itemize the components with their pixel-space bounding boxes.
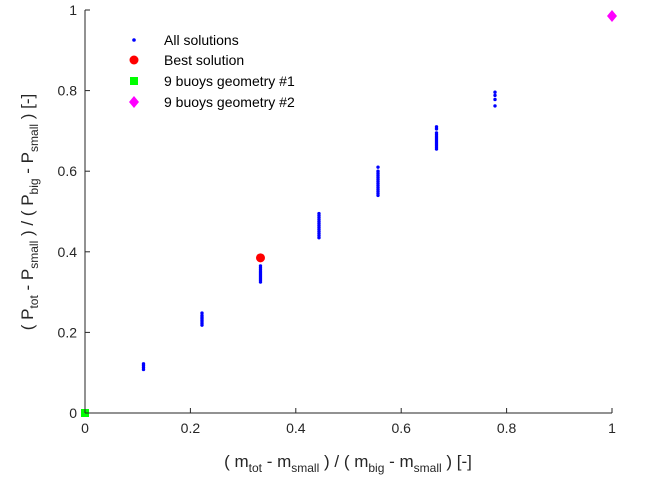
data-point-best-solution — [255, 253, 265, 263]
legend: All solutions Best solution 9 buoys geom… — [129, 32, 295, 110]
y-tick-label: 0.8 — [58, 83, 78, 99]
x-tick-label: 0.4 — [286, 420, 306, 436]
data-point-all-solutions — [376, 165, 380, 169]
data-point-geometry-2 — [607, 10, 617, 23]
y-tick-label: 1 — [69, 2, 77, 18]
y-tick-label: 0 — [69, 405, 77, 421]
y-tick-label: 0.6 — [58, 163, 78, 179]
y-axis-label: ( Ptot - Psmall ) / ( Pbig - Psmall ) [-… — [18, 94, 41, 331]
data-point-all-solutions — [141, 362, 146, 366]
data-point-all-solutions — [493, 97, 497, 102]
x-axis-label: ( mtot - msmall ) / ( mbig - msmall ) [-… — [224, 452, 472, 475]
data-point-all-solutions — [493, 93, 497, 98]
data-point-all-solutions — [200, 313, 204, 318]
x-tick-label: 0 — [81, 420, 89, 436]
x-tick-label: 1 — [608, 420, 616, 436]
x-ticks: 0 0.2 0.4 0.6 0.8 1 — [81, 408, 616, 436]
data-point-all-solutions — [493, 90, 497, 94]
data-point-all-solutions — [493, 104, 497, 108]
plot-points — [81, 10, 617, 417]
legend-label-all-solutions: All solutions — [164, 32, 239, 48]
legend-label-geometry-1: 9 buoys geometry #1 — [164, 73, 295, 89]
legend-marker-geometry-2 — [129, 96, 139, 108]
legend-label-geometry-2: 9 buoys geometry #2 — [164, 94, 295, 110]
data-point-all-solutions — [376, 169, 380, 173]
legend-marker-all-solutions — [132, 38, 136, 42]
y-tick-label: 0.2 — [58, 324, 78, 340]
x-tick-label: 0.8 — [497, 420, 517, 436]
legend-label-best-solution: Best solution — [164, 52, 244, 68]
y-tick-label: 0.4 — [58, 244, 78, 260]
data-point-all-solutions — [200, 311, 204, 315]
legend-marker-geometry-1 — [130, 77, 138, 85]
legend-marker-best-solution — [129, 55, 139, 65]
axes — [84, 10, 612, 414]
data-point-all-solutions — [434, 125, 439, 129]
x-tick-label: 0.6 — [391, 420, 411, 436]
y-ticks: 0 0.2 0.4 0.6 0.8 1 — [58, 2, 90, 421]
data-point-all-solutions — [317, 211, 321, 216]
data-point-all-solutions — [258, 264, 263, 268]
data-point-all-solutions — [434, 131, 439, 135]
x-tick-label: 0.2 — [181, 420, 201, 436]
